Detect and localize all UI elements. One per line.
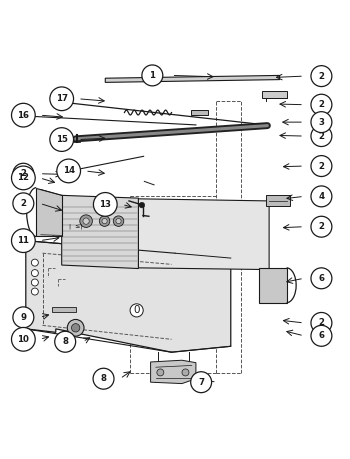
Circle shape — [182, 369, 189, 376]
Circle shape — [71, 324, 80, 332]
Circle shape — [139, 202, 145, 208]
Text: 2: 2 — [20, 199, 26, 208]
Circle shape — [50, 128, 74, 151]
Circle shape — [13, 193, 34, 214]
Text: 11: 11 — [18, 236, 29, 245]
Polygon shape — [36, 188, 62, 236]
Circle shape — [32, 259, 38, 266]
Circle shape — [116, 218, 121, 224]
Text: 2: 2 — [20, 169, 26, 178]
Text: 1: 1 — [149, 71, 155, 80]
Circle shape — [32, 279, 38, 286]
Polygon shape — [52, 307, 76, 313]
Text: 12: 12 — [18, 174, 29, 182]
Circle shape — [311, 126, 332, 146]
Circle shape — [311, 268, 332, 289]
Text: 8: 8 — [62, 337, 68, 346]
Polygon shape — [259, 268, 287, 302]
Circle shape — [311, 313, 332, 333]
Circle shape — [12, 103, 35, 127]
Polygon shape — [262, 91, 287, 98]
Circle shape — [311, 66, 332, 87]
Polygon shape — [62, 196, 138, 269]
Circle shape — [93, 192, 117, 216]
Text: 7: 7 — [198, 378, 204, 386]
Text: 17: 17 — [56, 94, 68, 103]
Circle shape — [12, 229, 35, 252]
Circle shape — [99, 216, 110, 226]
Circle shape — [12, 327, 35, 351]
Text: 2: 2 — [318, 100, 324, 109]
Text: 15: 15 — [56, 135, 68, 144]
Polygon shape — [138, 199, 269, 269]
Text: 2: 2 — [318, 222, 324, 231]
Text: 2: 2 — [318, 162, 324, 171]
Polygon shape — [105, 75, 280, 82]
Circle shape — [157, 369, 164, 376]
Text: 2: 2 — [318, 72, 324, 81]
Circle shape — [311, 216, 332, 237]
Circle shape — [311, 186, 332, 207]
Circle shape — [13, 163, 34, 184]
Polygon shape — [150, 360, 196, 384]
Text: 10: 10 — [18, 335, 29, 344]
Text: 6: 6 — [318, 331, 324, 340]
Circle shape — [80, 215, 92, 227]
Text: 2: 2 — [318, 132, 324, 140]
Circle shape — [311, 94, 332, 115]
Text: |  ≤|: | ≤| — [69, 223, 82, 229]
Circle shape — [67, 319, 84, 336]
Circle shape — [311, 156, 332, 177]
Text: 13: 13 — [99, 200, 111, 209]
Text: 2: 2 — [318, 319, 324, 327]
Circle shape — [113, 216, 124, 226]
Text: 3: 3 — [318, 118, 324, 127]
Circle shape — [32, 269, 38, 277]
Circle shape — [57, 159, 80, 183]
Circle shape — [311, 112, 332, 133]
Text: 6: 6 — [318, 274, 324, 283]
Polygon shape — [266, 196, 290, 206]
Circle shape — [191, 372, 212, 392]
Text: 8: 8 — [100, 374, 106, 383]
Text: 0: 0 — [133, 305, 140, 315]
Text: 9: 9 — [20, 313, 26, 322]
Circle shape — [55, 331, 76, 352]
Circle shape — [311, 325, 332, 346]
Circle shape — [142, 65, 163, 86]
Circle shape — [13, 307, 34, 328]
Text: 4: 4 — [318, 192, 324, 201]
Text: 14: 14 — [63, 167, 75, 175]
Polygon shape — [26, 241, 231, 352]
Circle shape — [102, 218, 107, 224]
Text: 16: 16 — [18, 111, 29, 120]
Circle shape — [93, 368, 114, 389]
Polygon shape — [191, 110, 208, 115]
Circle shape — [12, 166, 35, 190]
Circle shape — [50, 87, 74, 111]
Circle shape — [32, 288, 38, 295]
Circle shape — [83, 218, 89, 224]
